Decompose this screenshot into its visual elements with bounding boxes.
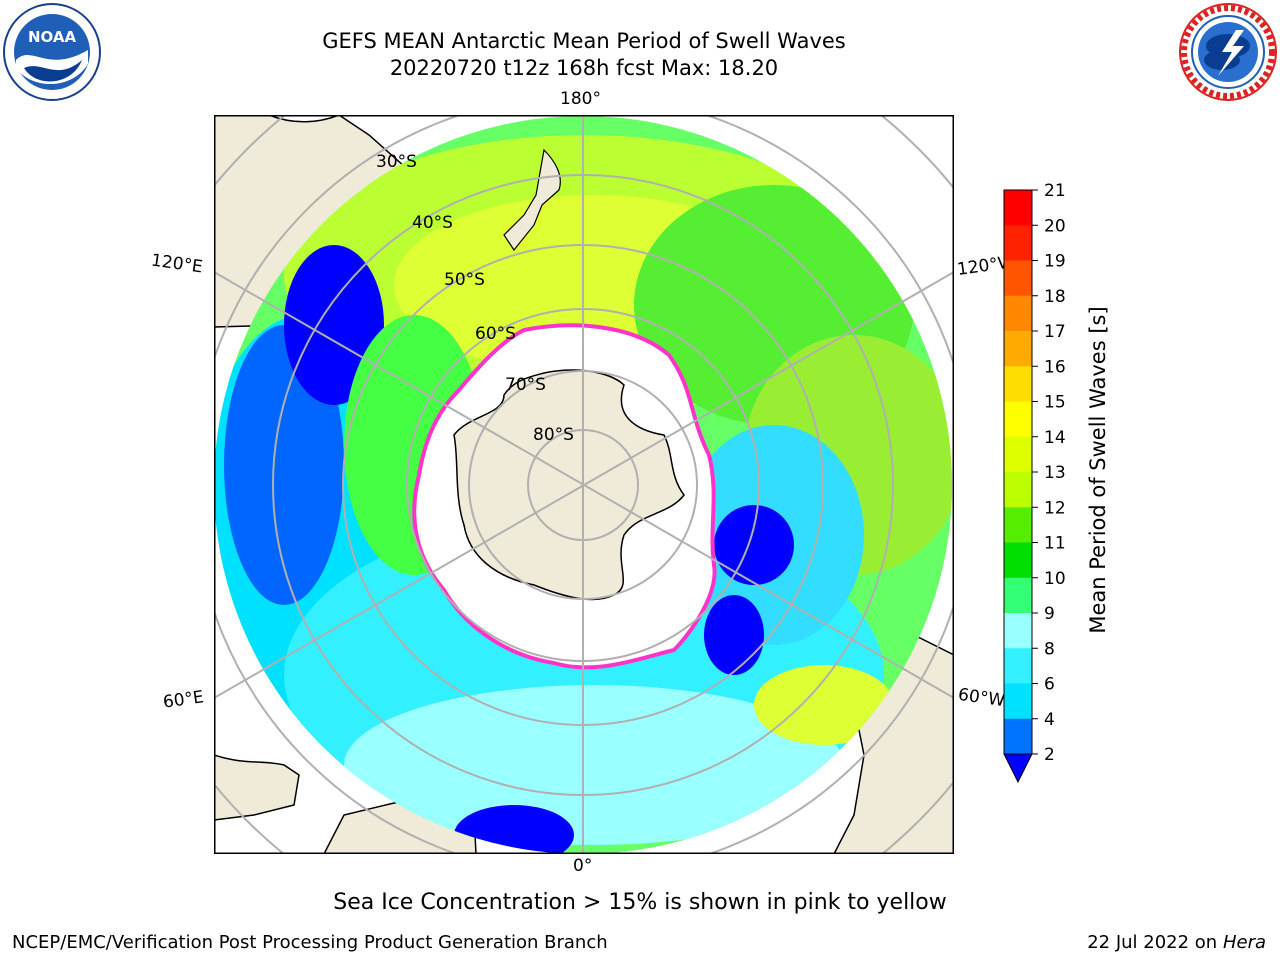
run-date-text: 22 Jul 2022 on: [1087, 932, 1223, 953]
colorbar-segment: [1004, 613, 1032, 649]
plot-title: GEFS MEAN Antarctic Mean Period of Swell…: [322, 29, 846, 53]
madagascar-land: [214, 754, 300, 821]
noaa-logo: NOAA: [2, 2, 102, 102]
colorbar-tick-label: 12: [1044, 498, 1066, 518]
colorbar-segment: [1004, 542, 1032, 579]
colorbar-tick-label: 6: [1044, 675, 1055, 695]
colorbar-tick-label: 9: [1044, 604, 1055, 624]
colorbar-label: Mean Period of Swell Waves [s]: [1086, 306, 1110, 634]
colorbar: 21 20 19 18 17 16 15 14 13 12 11 10 9 8 6 4 2: [990, 180, 1130, 800]
lat-label-80s: 80°S: [533, 425, 574, 445]
colorbar-segment: [1004, 401, 1032, 438]
colorbar-tick-label: 15: [1044, 393, 1066, 413]
colorbar-segment: [1004, 683, 1032, 720]
lat-label-40s: 40°S: [412, 213, 453, 233]
colorbar-segment: [1004, 718, 1032, 755]
lat-label-60s: 60°S: [475, 324, 516, 344]
colorbar-tick-label: 8: [1044, 639, 1055, 659]
plot-subtitle: 20220720 t12z 168h fcst Max: 18.20: [389, 56, 779, 80]
graticule: [214, 115, 954, 854]
lat-label-70s: 70°S: [505, 375, 546, 395]
noaa-logo-label: NOAA: [28, 28, 77, 46]
colorbar-segment: [1004, 507, 1032, 543]
lon-label-60e: 60°E: [161, 687, 206, 713]
colorbar-segment: [1004, 648, 1032, 684]
colorbar-tick-label: 20: [1044, 216, 1066, 236]
colorbar-extend-min: [1003, 753, 1033, 784]
colorbar-segment: [1004, 225, 1032, 261]
colorbar-segment: [1004, 190, 1032, 226]
colorbar-segment: [1004, 295, 1032, 332]
new-zealand-land: [503, 148, 561, 252]
colorbar-segment: [1004, 331, 1032, 367]
colorbar-tick-label: 4: [1044, 710, 1055, 730]
producer-credit: NCEP/EMC/Verification Post Processing Pr…: [12, 932, 608, 953]
polar-map: [214, 115, 954, 854]
colorbar-segment: [1004, 260, 1032, 297]
colorbar-tick-label: 21: [1044, 181, 1066, 201]
colorbar-tick-label: 16: [1044, 357, 1066, 377]
run-host: Hera: [1222, 932, 1266, 953]
colorbar-tick-label: 14: [1044, 428, 1066, 448]
colorbar-tick-label: 2: [1044, 745, 1055, 765]
colorbar-tick-label: 18: [1044, 287, 1066, 307]
run-date: 22 Jul 2022 on Hera: [1087, 932, 1266, 953]
lat-label-30s: 30°S: [376, 152, 417, 172]
lon-label-120e: 120°E: [149, 250, 204, 278]
lon-label-0: 0°: [573, 856, 593, 876]
nws-logo: [1178, 2, 1278, 102]
colorbar-tick-label: 13: [1044, 463, 1066, 483]
colorbar-segment: [1004, 577, 1032, 614]
colorbar-segment: [1004, 472, 1032, 508]
lon-label-180: 180°: [560, 89, 601, 109]
colorbar-tick-label: 11: [1044, 534, 1066, 554]
colorbar-tick-label: 10: [1044, 569, 1066, 589]
colorbar-tick-label: 17: [1044, 322, 1066, 342]
colorbar-segment: [1004, 436, 1032, 473]
colorbar-tick-label: 19: [1044, 252, 1066, 272]
lat-label-50s: 50°S: [444, 270, 485, 290]
sea-ice-note: Sea Ice Concentration > 15% is shown in …: [333, 890, 947, 915]
colorbar-segment: [1004, 366, 1032, 402]
